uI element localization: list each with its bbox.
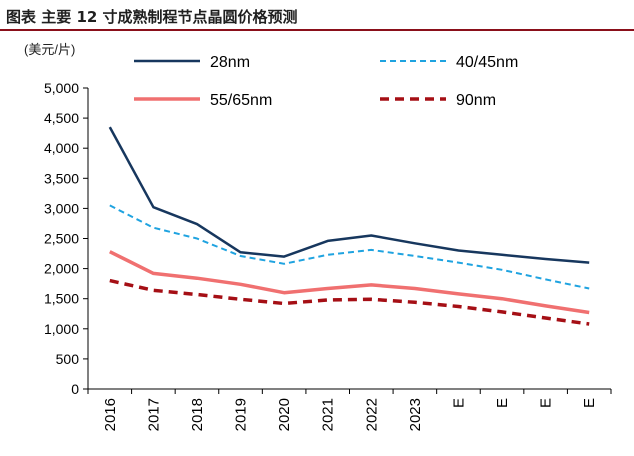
chart-title: 图表 主要 12 寸成熟制程节点晶圆价格预测: [6, 8, 298, 26]
series-line-28nm: [108, 126, 590, 264]
y-tick-label: 0: [71, 381, 79, 397]
chart-header: 图表 主要 12 寸成熟制程节点晶圆价格预测: [0, 0, 634, 31]
y-axis: 0 500 1,000 1,500 2,000 2,500 3,000 3,500 4,000 4…: [44, 80, 89, 397]
series-line-55-65nm: [109, 250, 590, 315]
legend-label: 90nm: [456, 92, 496, 109]
x-tick-label: E: [494, 398, 511, 408]
series-line-90nm: [109, 278, 590, 326]
x-axis: 2016 2017 2018 2019 2020 2021 2022 2023 E E E E: [87, 388, 612, 431]
y-tick-label: 500: [56, 351, 80, 367]
x-tick-label: 2017: [145, 398, 162, 431]
x-tick-label: 2018: [189, 398, 206, 431]
line-chart: (美元/片) 0 500 1,000 1,500 2,000 2,500 3,000 3,50…: [24, 42, 612, 431]
x-tick-label: E: [450, 398, 467, 408]
x-tick-label: 2021: [320, 398, 337, 431]
x-tick-label: 2022: [363, 398, 380, 431]
y-tick-label: 1,500: [44, 291, 79, 307]
x-tick-label: E: [538, 398, 555, 408]
series-layer: [108, 126, 590, 326]
y-tick-label: 4,000: [44, 140, 79, 156]
y-tick-label: 4,500: [44, 110, 79, 126]
y-unit-label: (美元/片): [24, 42, 75, 57]
y-tick-label: 3,500: [44, 170, 79, 186]
y-tick-label: 2,000: [44, 261, 79, 277]
y-tick-label: 1,000: [44, 321, 79, 337]
title-divider: [0, 29, 634, 31]
legend-label: 40/45nm: [456, 54, 518, 71]
x-tick-label: E: [581, 398, 598, 408]
series-line-40-45nm: [109, 204, 590, 290]
x-tick-label: 2019: [233, 398, 250, 431]
legend: 28nm 40/45nm 55/65nm 90nm: [134, 54, 518, 109]
x-tick-label: 2016: [102, 398, 119, 431]
y-tick-label: 3,000: [44, 200, 79, 216]
legend-label: 28nm: [210, 54, 250, 71]
x-tick-label: 2023: [407, 398, 424, 431]
y-tick-label: 5,000: [44, 80, 79, 96]
legend-label: 55/65nm: [210, 92, 272, 109]
y-tick-label: 2,500: [44, 231, 79, 247]
x-tick-label: 2020: [276, 398, 293, 431]
